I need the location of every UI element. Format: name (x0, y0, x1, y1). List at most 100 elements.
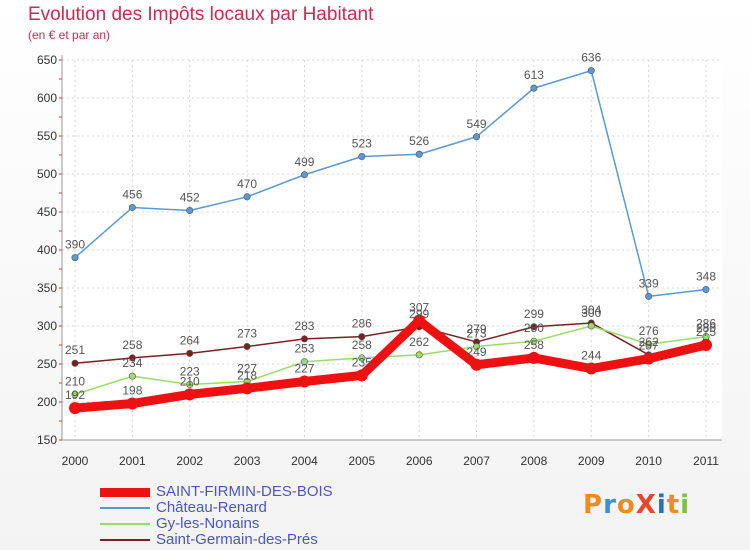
data-point (300, 171, 308, 179)
data-point (473, 133, 481, 141)
x-tick-label: 2006 (406, 454, 433, 468)
data-point (300, 335, 308, 343)
data-label: 286 (696, 317, 716, 331)
data-point (530, 84, 538, 92)
data-label: 258 (122, 338, 142, 352)
data-label: 276 (639, 324, 659, 338)
data-point (71, 390, 79, 398)
data-point (415, 150, 423, 158)
x-tick-label: 2004 (291, 454, 318, 468)
data-point (243, 343, 251, 351)
data-label: 244 (581, 349, 601, 363)
x-tick-label: 2003 (234, 454, 261, 468)
data-point (241, 382, 254, 395)
legend-label: SAINT-FIRMIN-DES-BOIS (156, 483, 333, 500)
data-label: 339 (639, 276, 659, 290)
y-tick-label: 650 (37, 53, 57, 67)
data-label: 390 (65, 238, 85, 252)
data-point (300, 358, 308, 366)
data-label: 257 (639, 339, 659, 353)
data-label: 280 (524, 321, 544, 335)
data-point (186, 206, 194, 214)
x-tick-label: 2009 (578, 454, 605, 468)
data-label: 613 (524, 68, 544, 82)
data-point (473, 343, 481, 351)
data-point (530, 337, 538, 345)
y-tick-label: 500 (37, 167, 57, 181)
y-tick-label: 450 (37, 205, 57, 219)
data-label: 235 (352, 355, 372, 369)
data-label: 307 (409, 301, 429, 315)
data-label: 348 (696, 270, 716, 284)
data-point (355, 369, 368, 382)
data-point (587, 322, 595, 330)
legend-label: Gy-les-Nonains (156, 515, 260, 532)
logo-letter: t (666, 490, 681, 520)
legend-item: Gy-les-Nonains (100, 516, 333, 532)
legend-label: Saint-Germain-des-Prés (156, 531, 318, 548)
x-tick-label: 2011 (693, 454, 719, 468)
proxiti-logo: ProXiti (583, 490, 690, 520)
data-point (587, 67, 595, 75)
data-label: 452 (180, 190, 200, 204)
data-point (645, 292, 653, 300)
chart-title: Evolution des Impôts locaux par Habitant (28, 4, 374, 25)
data-point (470, 358, 483, 371)
data-label: 499 (294, 155, 314, 169)
data-label: 300 (581, 306, 601, 320)
series-line (70, 316, 711, 413)
data-label: 273 (467, 327, 487, 341)
legend-swatch (100, 523, 150, 525)
data-label: 523 (352, 137, 372, 151)
chart-legend: SAINT-FIRMIN-DES-BOIS Château-Renard Gy-le… (100, 484, 333, 548)
logo-letter: r (603, 490, 617, 520)
data-point (358, 153, 366, 161)
chart-subtitle: (en € et par an) (28, 28, 111, 42)
x-tick-label: 2001 (119, 454, 146, 468)
data-point (530, 323, 538, 331)
data-label: 262 (409, 335, 429, 349)
data-label: 273 (237, 327, 257, 341)
data-label: 258 (352, 338, 372, 352)
data-label: 218 (237, 368, 257, 382)
data-label: 198 (122, 384, 142, 398)
data-label: 249 (467, 345, 487, 359)
x-tick-label: 2002 (176, 454, 203, 468)
data-label: 299 (409, 307, 429, 321)
x-tick-label: 2000 (62, 454, 89, 468)
data-label: 304 (581, 303, 601, 317)
data-point (413, 314, 426, 327)
data-point (702, 286, 710, 294)
data-point (71, 254, 79, 262)
data-label: 279 (467, 322, 487, 336)
logo-letter: i (680, 490, 691, 520)
data-point (358, 333, 366, 341)
data-label: 549 (467, 117, 487, 131)
x-tick-label: 2007 (463, 454, 490, 468)
y-tick-label: 600 (37, 91, 57, 105)
legend-label: Château-Renard (156, 499, 267, 516)
data-label: 299 (524, 307, 544, 321)
legend-swatch (100, 487, 150, 497)
data-label: 262 (639, 335, 659, 349)
data-point (243, 193, 251, 201)
y-tick-label: 350 (37, 281, 57, 295)
data-point (126, 397, 139, 410)
data-point (128, 203, 136, 211)
y-tick-label: 150 (37, 433, 57, 447)
data-label: 227 (237, 361, 257, 375)
legend-item: Château-Renard (100, 500, 333, 516)
legend-swatch (100, 507, 150, 509)
data-label: 253 (294, 342, 314, 356)
data-label: 251 (65, 343, 85, 357)
series-line (74, 325, 707, 396)
series-line (74, 69, 707, 298)
data-point (415, 351, 423, 359)
x-tick-label: 2005 (348, 454, 375, 468)
data-point (186, 381, 194, 389)
data-label: 223 (180, 365, 200, 379)
data-label: 258 (524, 338, 544, 352)
data-label: 286 (352, 317, 372, 331)
y-tick-label: 550 (37, 129, 57, 143)
